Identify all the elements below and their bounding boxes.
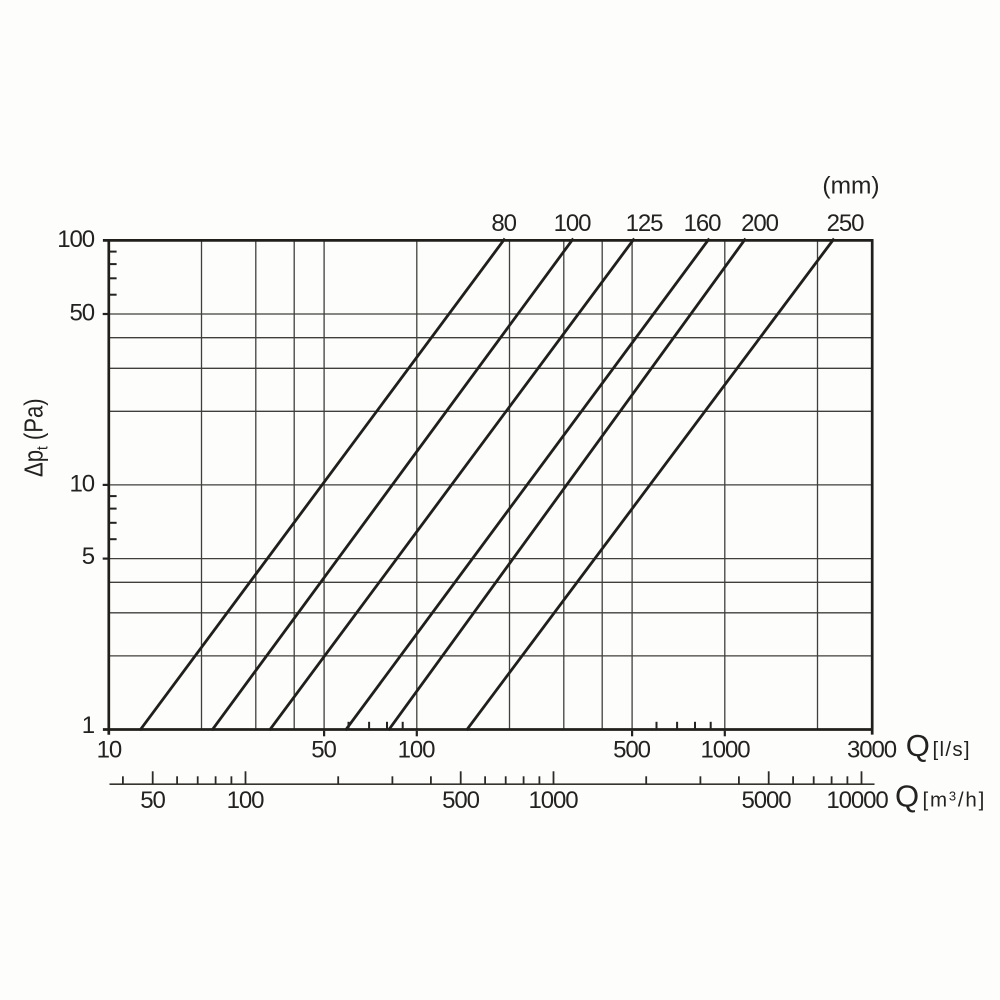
svg-text:10: 10 <box>97 737 122 764</box>
svg-text:160: 160 <box>684 210 721 237</box>
svg-text:Δpt (Pa): Δpt (Pa) <box>20 398 52 477</box>
svg-text:50: 50 <box>140 787 165 814</box>
svg-text:125: 125 <box>626 210 663 237</box>
svg-text:[m3/h]: [m3/h] <box>923 789 987 812</box>
svg-text:500: 500 <box>613 737 650 764</box>
svg-text:Q: Q <box>906 728 930 763</box>
svg-text:250: 250 <box>827 210 864 237</box>
svg-text:3000: 3000 <box>847 737 897 764</box>
svg-text:1000: 1000 <box>529 787 579 814</box>
svg-text:100: 100 <box>57 226 94 253</box>
svg-text:50: 50 <box>70 300 95 327</box>
svg-text:200: 200 <box>741 210 778 237</box>
svg-text:10000: 10000 <box>826 787 888 814</box>
svg-text:50: 50 <box>311 737 336 764</box>
svg-text:1: 1 <box>82 712 95 739</box>
svg-text:5000: 5000 <box>742 787 792 814</box>
svg-text:(mm): (mm) <box>822 173 879 200</box>
svg-text:Q: Q <box>895 778 919 813</box>
svg-text:5: 5 <box>82 543 95 570</box>
svg-text:100: 100 <box>398 737 435 764</box>
svg-text:1000: 1000 <box>701 737 751 764</box>
svg-text:80: 80 <box>491 210 516 237</box>
svg-text:100: 100 <box>227 787 264 814</box>
svg-text:10: 10 <box>70 471 95 498</box>
svg-text:100: 100 <box>554 210 591 237</box>
svg-text:500: 500 <box>442 787 479 814</box>
svg-text:[l/s]: [l/s] <box>933 738 971 761</box>
